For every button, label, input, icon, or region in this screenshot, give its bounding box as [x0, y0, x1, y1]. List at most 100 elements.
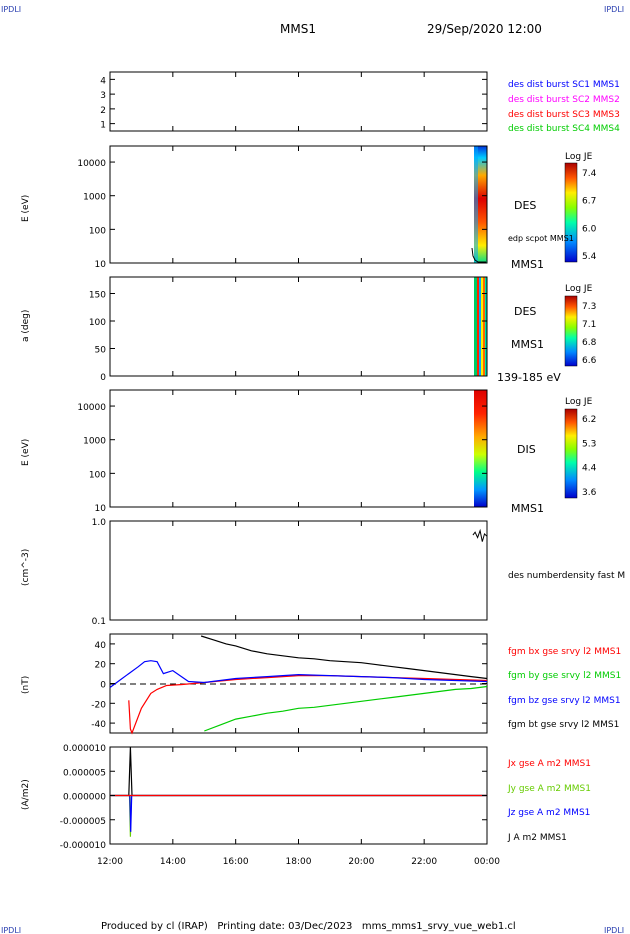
p3-colorbar-tick-label: 6.8: [582, 338, 597, 348]
panel-7-current-density: (A/m2) 0.000010 0.000005 0.000000 -0.000005…: [21, 744, 591, 851]
x-tick-label: 00:00: [474, 857, 500, 867]
p4-colorbar: [564, 408, 578, 499]
series-j-a-m2-mms1: [110, 746, 487, 797]
p4-ytick-label: 10: [95, 504, 107, 514]
panel-4-ion-energy-spectrogram: E (eV) 10000 1000 100 10 Log JE 6.2 5.3 4.4 3.…: [21, 389, 597, 515]
p6-y-ticks: 40 20 0 -20 -40: [91, 641, 487, 730]
p7-ytick-label: 0.000010: [63, 744, 106, 754]
p4-y-ticks: 10000 1000 100 10: [77, 403, 487, 514]
series-fgm-bz-gse-srvy-l2-mms1: [109, 660, 488, 688]
p2-y-ticks: 10000 1000 100 10: [77, 159, 487, 270]
corner-label-bottom-right: IPDLI: [604, 926, 624, 934]
p4-spectrogram-block: [474, 390, 487, 507]
p5-legend: des numberdensity fast M: [508, 571, 625, 581]
p3-colorbar: [564, 295, 578, 367]
p7-legend-jz: Jz gse A m2 MMS1: [507, 808, 590, 818]
p2-scpot-line: [471, 247, 486, 263]
p6-ylabel: (nT): [21, 676, 31, 694]
p3-colorbar-tick-label: 7.1: [582, 320, 596, 330]
panel-1-burst-availability: 4 3 2 1 des dist burst SC1 MMS1 des dist bu…: [100, 71, 620, 134]
p6-legend-by: fgm by gse srvy l2 MMS1: [508, 671, 621, 681]
p5-y-ticks: 1.0 0.1: [92, 518, 487, 627]
p7-ytick-label: -0.000010: [60, 841, 106, 851]
corner-label-top-left: IPDLI: [1, 5, 21, 14]
p2-colorbar-tick-label: 7.4: [582, 169, 597, 179]
panel-6-magnetic-field: (nT) 40 20 0 -20 -40 fgm bx gse srvy l2 MMS1…: [21, 633, 621, 735]
p6-ytick-label: -40: [91, 720, 106, 730]
p6-ytick-label: 0: [100, 681, 106, 691]
series-jy-gse-a-m2-mms1: [110, 794, 487, 837]
p1-legend-1: des dist burst SC1 MMS1: [508, 80, 620, 90]
p7-ytick-label: 0.000005: [63, 768, 106, 778]
p7-legend-jx: Jx gse A m2 MMS1: [507, 759, 591, 769]
p2-ylabel: E (eV): [21, 195, 31, 222]
p6-legend-bt: fgm bt gse srvy l2 MMS1: [508, 720, 619, 730]
p2-colorbar-ticks: 7.4 6.7 6.0 5.4: [582, 169, 597, 262]
p6-ytick-label: 40: [95, 641, 107, 651]
p3-ytick-label: 100: [89, 318, 106, 328]
p1-legend-2: des dist burst SC2 MMS2: [508, 95, 620, 105]
p1-ytick-label: 4: [100, 76, 106, 86]
p1-ytick-label: 2: [100, 106, 106, 116]
p2-ytick-label: 100: [89, 226, 106, 236]
p2-ytick-label: 10: [95, 260, 107, 270]
footer-text: Produced by cl (IRAP) Printing date: 03/…: [101, 921, 516, 932]
p7-ytick-label: -0.000005: [60, 817, 106, 827]
series-jz-gse-a-m2-mms1: [110, 794, 487, 832]
x-tick-label: 20:00: [348, 857, 374, 867]
p2-colorbar-title: Log JE: [565, 152, 593, 162]
p6-ytick-label: 20: [95, 661, 107, 671]
p6-legend-bz: fgm bz gse srvy l2 MMS1: [508, 696, 621, 706]
panel-3-pitch-angle-spectrogram: a (deg) 150 100 50 0 Log JE 7.3 7.1 6.8 6.6 DE…: [21, 276, 597, 384]
p4-ytick-label: 10000: [77, 403, 106, 413]
p1-ytick-label: 1: [100, 121, 106, 131]
p5-ylabel: (cm^-3): [21, 549, 31, 586]
p4-ytick-label: 1000: [83, 437, 106, 447]
x-tick-label: 12:00: [97, 857, 123, 867]
p7-series-group: [110, 746, 487, 837]
series-fgm-by-gse-srvy-l2-mms1: [204, 685, 488, 732]
p4-colorbar-title: Log JE: [565, 397, 593, 407]
p2-ytick-label: 10000: [77, 159, 106, 169]
p3-ytick-label: 150: [89, 291, 106, 301]
p1-legend-4: des dist burst SC4 MMS4: [508, 124, 620, 134]
p1-y-ticks: 4 3 2 1: [100, 76, 487, 131]
p1-legend-3: des dist burst SC3 MMS3: [508, 110, 620, 120]
p7-legend-jy: Jy gse A m2 MMS1: [507, 784, 591, 794]
p5-ytick-label: 0.1: [92, 617, 106, 627]
panel-2-electron-energy-spectrogram: E (eV) 10000 1000 100 10 Log JE 7.4 6.7 6.0 5.…: [21, 145, 597, 271]
p4-colorbar-tick-label: 5.3: [582, 439, 596, 449]
p4-label-mms1: MMS1: [511, 502, 544, 515]
p2-label-mms1: MMS1: [511, 258, 544, 271]
p3-colorbar-title: Log JE: [565, 284, 593, 294]
p2-colorbar: [564, 162, 578, 263]
p3-label-energy: 139-185 eV: [497, 371, 561, 384]
p5-series-group: [472, 528, 488, 542]
p7-ylabel: (A/m2): [21, 779, 31, 810]
series-des-numberdensity-fast-m: [472, 528, 488, 542]
p2-ytick-label: 1000: [83, 193, 106, 203]
plot-title: MMS1: [280, 22, 316, 36]
p4-colorbar-tick-label: 3.6: [582, 488, 597, 498]
plot-datetime: 29/Sep/2020 12:00: [427, 22, 542, 36]
p2-label-des: DES: [514, 199, 536, 212]
panel-5-number-density: (cm^-3) 1.0 0.1 des numberdensity fast M: [21, 518, 625, 627]
p2-label-scpot: edp scpot MMS1: [508, 234, 574, 243]
p7-legend-j: J A m2 MMS1: [507, 833, 567, 843]
p3-ylabel: a (deg): [21, 310, 31, 342]
p3-label-mms1: MMS1: [511, 338, 544, 351]
x-tick-label: 18:00: [286, 857, 312, 867]
p6-series-group: [109, 635, 488, 735]
time-axis: 12:00 14:00 16:00 18:00 20:00 22:00 00:00: [97, 72, 500, 867]
p4-colorbar-ticks: 6.2 5.3 4.4 3.6: [582, 415, 597, 498]
x-tick-label: 22:00: [411, 857, 437, 867]
p3-ytick-label: 50: [95, 346, 107, 356]
p3-colorbar-ticks: 7.3 7.1 6.8 6.6: [582, 302, 597, 366]
p7-y-ticks: 0.000010 0.000005 0.000000 -0.000005 -0.0000…: [60, 744, 487, 851]
p2-colorbar-tick-label: 5.4: [582, 252, 597, 262]
p4-colorbar-tick-label: 6.2: [582, 415, 596, 425]
p2-colorbar-tick-label: 6.7: [582, 197, 596, 207]
p3-label-des: DES: [514, 305, 536, 318]
p5-ytick-label: 1.0: [92, 518, 107, 528]
